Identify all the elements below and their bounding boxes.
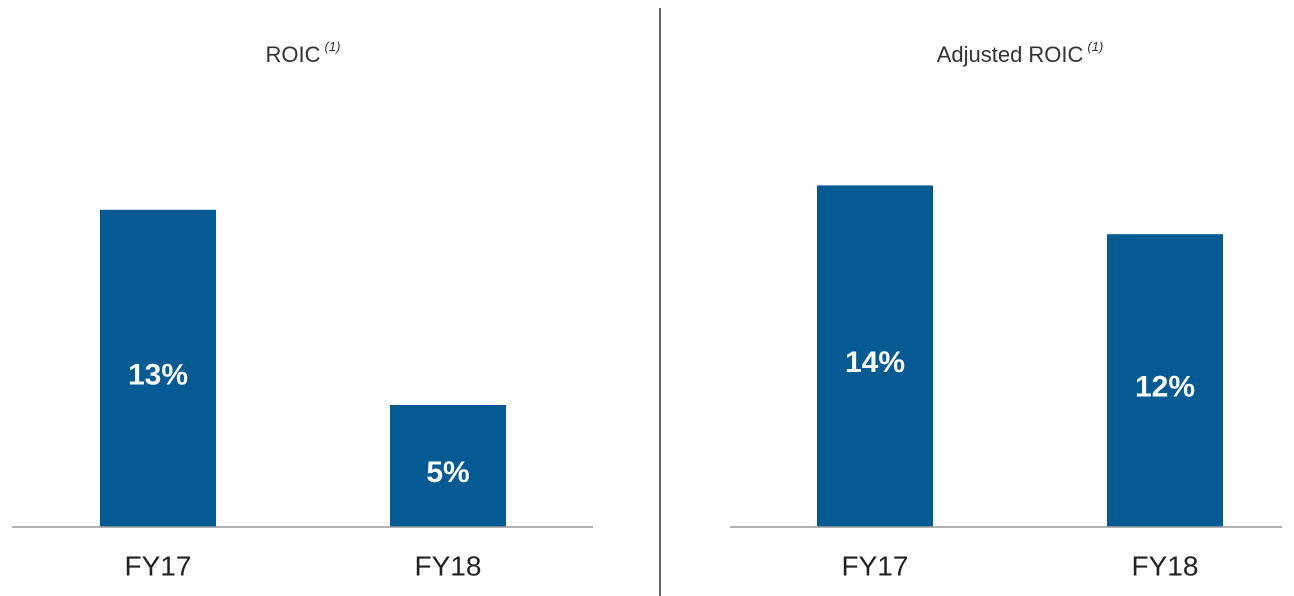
value-label: 13% [128,358,188,391]
value-label: 14% [845,346,905,379]
x-tick-label: FY18 [1132,550,1199,581]
x-tick-label: FY17 [125,550,192,581]
value-label: 12% [1135,371,1195,404]
bar [390,405,506,527]
title-note: (1) [1087,39,1103,54]
chart-title: ROIC (1) [266,39,341,66]
value-label: 5% [426,456,469,489]
title-text: ROIC [266,42,321,67]
bar [817,185,933,527]
x-tick-label: FY18 [415,550,482,581]
title-text: Adjusted ROIC [937,42,1084,67]
chart-title: Adjusted ROIC (1) [937,39,1104,66]
bar [100,209,216,528]
title-note: (1) [325,39,341,54]
bar [1107,234,1223,527]
x-tick-label: FY17 [842,550,909,581]
